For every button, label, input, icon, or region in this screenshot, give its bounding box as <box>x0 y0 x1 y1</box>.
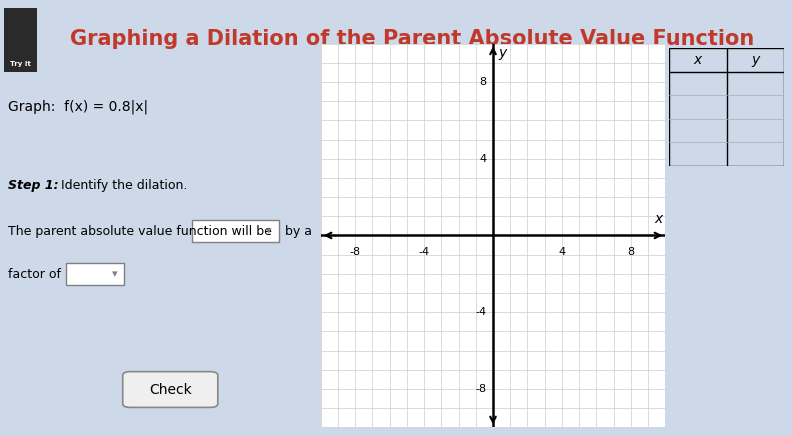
Text: Step 1:: Step 1: <box>8 179 59 191</box>
Text: by a: by a <box>281 225 312 238</box>
Text: x: x <box>694 53 702 67</box>
Text: ▾: ▾ <box>266 226 272 236</box>
Text: Graphing a Dilation of the Parent Absolute Value Function: Graphing a Dilation of the Parent Absolu… <box>70 29 754 49</box>
Text: 8: 8 <box>627 247 634 257</box>
FancyBboxPatch shape <box>192 220 279 242</box>
Text: 4: 4 <box>479 154 486 164</box>
Text: x: x <box>654 212 663 226</box>
Text: Identify the dilation.: Identify the dilation. <box>57 179 188 191</box>
Text: factor of: factor of <box>8 268 61 281</box>
Text: Try It: Try It <box>10 61 31 67</box>
Text: y: y <box>498 46 507 60</box>
Text: ▾: ▾ <box>112 269 117 279</box>
Text: -8: -8 <box>475 384 486 394</box>
Text: 4: 4 <box>558 247 565 257</box>
FancyBboxPatch shape <box>123 371 218 407</box>
Text: -8: -8 <box>349 247 361 257</box>
Text: Graph:  f(x) = 0.8|x|: Graph: f(x) = 0.8|x| <box>8 100 148 114</box>
Text: -4: -4 <box>475 307 486 317</box>
Text: Check: Check <box>149 382 192 396</box>
FancyBboxPatch shape <box>66 263 124 285</box>
Text: -4: -4 <box>418 247 430 257</box>
Text: The parent absolute value function will be: The parent absolute value function will … <box>8 225 272 238</box>
Text: y: y <box>752 53 760 67</box>
Text: 8: 8 <box>479 77 486 87</box>
Bar <box>4 8 37 72</box>
